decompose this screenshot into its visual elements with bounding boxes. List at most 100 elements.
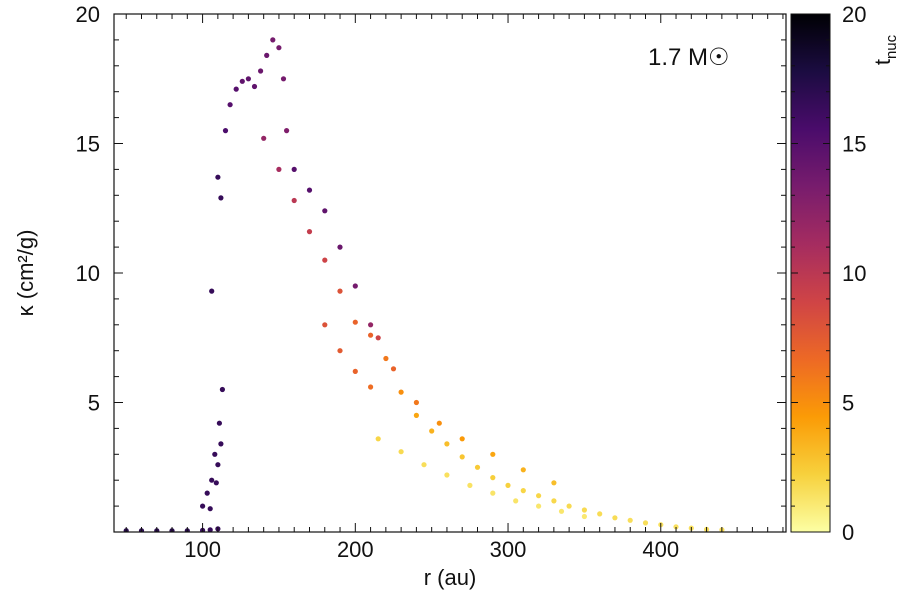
data-point xyxy=(222,128,229,134)
data-point xyxy=(421,462,427,468)
data-point xyxy=(413,412,419,418)
data-point xyxy=(204,490,210,496)
data-point xyxy=(459,436,465,442)
x-tick-label: 400 xyxy=(642,537,679,562)
data-point xyxy=(444,441,450,447)
data-point xyxy=(490,475,496,481)
data-point xyxy=(258,68,264,74)
data-point xyxy=(322,322,328,328)
data-point xyxy=(337,348,343,354)
data-point xyxy=(264,52,270,59)
data-point xyxy=(337,288,343,294)
data-point xyxy=(212,451,218,457)
y-axis: 5 10 15 20 xyxy=(76,2,786,507)
data-point xyxy=(207,506,213,512)
data-point xyxy=(216,420,222,426)
data-point xyxy=(200,503,206,509)
x-axis: 100 200 300 400 xyxy=(125,14,784,562)
data-point xyxy=(284,128,290,134)
data-point xyxy=(291,197,297,204)
data-point xyxy=(490,451,496,457)
data-point xyxy=(566,503,572,509)
data-point xyxy=(513,498,519,504)
data-point xyxy=(467,482,473,488)
data-point xyxy=(322,257,328,263)
data-point xyxy=(612,515,618,521)
data-point xyxy=(251,83,258,90)
data-point xyxy=(291,166,297,172)
data-point xyxy=(215,174,221,180)
data-point xyxy=(215,462,221,468)
data-point xyxy=(597,511,603,517)
data-point xyxy=(474,464,481,470)
data-point xyxy=(551,498,557,504)
colorbar-ticks: 0 5 10 15 20 xyxy=(791,2,866,545)
data-point xyxy=(375,436,381,442)
data-point xyxy=(581,507,588,513)
data-point xyxy=(337,244,343,250)
data-point xyxy=(398,389,404,395)
data-point xyxy=(673,524,679,530)
data-point xyxy=(213,480,219,486)
data-point xyxy=(383,355,389,362)
data-point xyxy=(280,76,287,82)
data-points xyxy=(123,37,725,532)
data-point xyxy=(413,399,419,406)
data-point xyxy=(270,37,276,43)
x-tick-label: 100 xyxy=(184,537,221,562)
data-point xyxy=(218,441,224,447)
data-point xyxy=(520,488,526,494)
data-point xyxy=(207,527,213,532)
data-point xyxy=(368,332,374,338)
data-point xyxy=(219,386,225,393)
y-tick-label: 15 xyxy=(76,132,100,157)
data-point xyxy=(490,490,496,496)
x-tick-label: 300 xyxy=(490,537,527,562)
data-point xyxy=(209,288,215,294)
data-point xyxy=(306,229,313,235)
data-point xyxy=(459,454,465,460)
data-point xyxy=(368,384,374,390)
data-point xyxy=(520,467,526,473)
data-point xyxy=(352,368,358,374)
x-axis-label: r (au) xyxy=(424,565,477,590)
annotation: 1.7 M☉ xyxy=(648,44,730,71)
data-point xyxy=(245,76,251,82)
data-point xyxy=(227,102,233,108)
data-point xyxy=(375,335,381,341)
data-point xyxy=(627,517,633,523)
data-point xyxy=(398,449,404,455)
data-point xyxy=(558,508,565,514)
data-point xyxy=(444,472,450,478)
x-tick-label: 200 xyxy=(337,537,374,562)
colorbar-label: tnuc xyxy=(870,34,900,65)
data-point xyxy=(642,520,649,526)
data-point xyxy=(261,135,267,141)
data-point xyxy=(322,208,328,214)
data-point xyxy=(368,322,374,328)
y-tick-label: 10 xyxy=(76,261,100,286)
data-point xyxy=(218,195,224,201)
data-point xyxy=(239,78,245,84)
data-point xyxy=(505,482,511,488)
data-point xyxy=(390,366,397,372)
data-point xyxy=(276,45,282,51)
data-point xyxy=(352,319,358,325)
data-point xyxy=(233,86,239,92)
y-tick-label: 5 xyxy=(88,391,100,416)
colorbar-tick-label: 0 xyxy=(842,520,854,545)
colorbar-tick-label: 15 xyxy=(842,132,866,157)
y-tick-label: 20 xyxy=(76,2,100,27)
data-point xyxy=(581,513,588,520)
y-axis-label: κ (cm²/g) xyxy=(13,230,38,317)
data-point xyxy=(306,187,313,193)
data-point xyxy=(536,503,542,509)
data-point xyxy=(209,477,215,483)
data-point xyxy=(352,283,358,289)
colorbar-tick-label: 10 xyxy=(842,261,866,286)
colorbar-tick-label: 5 xyxy=(842,391,854,416)
data-point xyxy=(429,428,435,434)
data-point xyxy=(436,420,442,426)
colorbar-tick-label: 20 xyxy=(842,2,866,27)
